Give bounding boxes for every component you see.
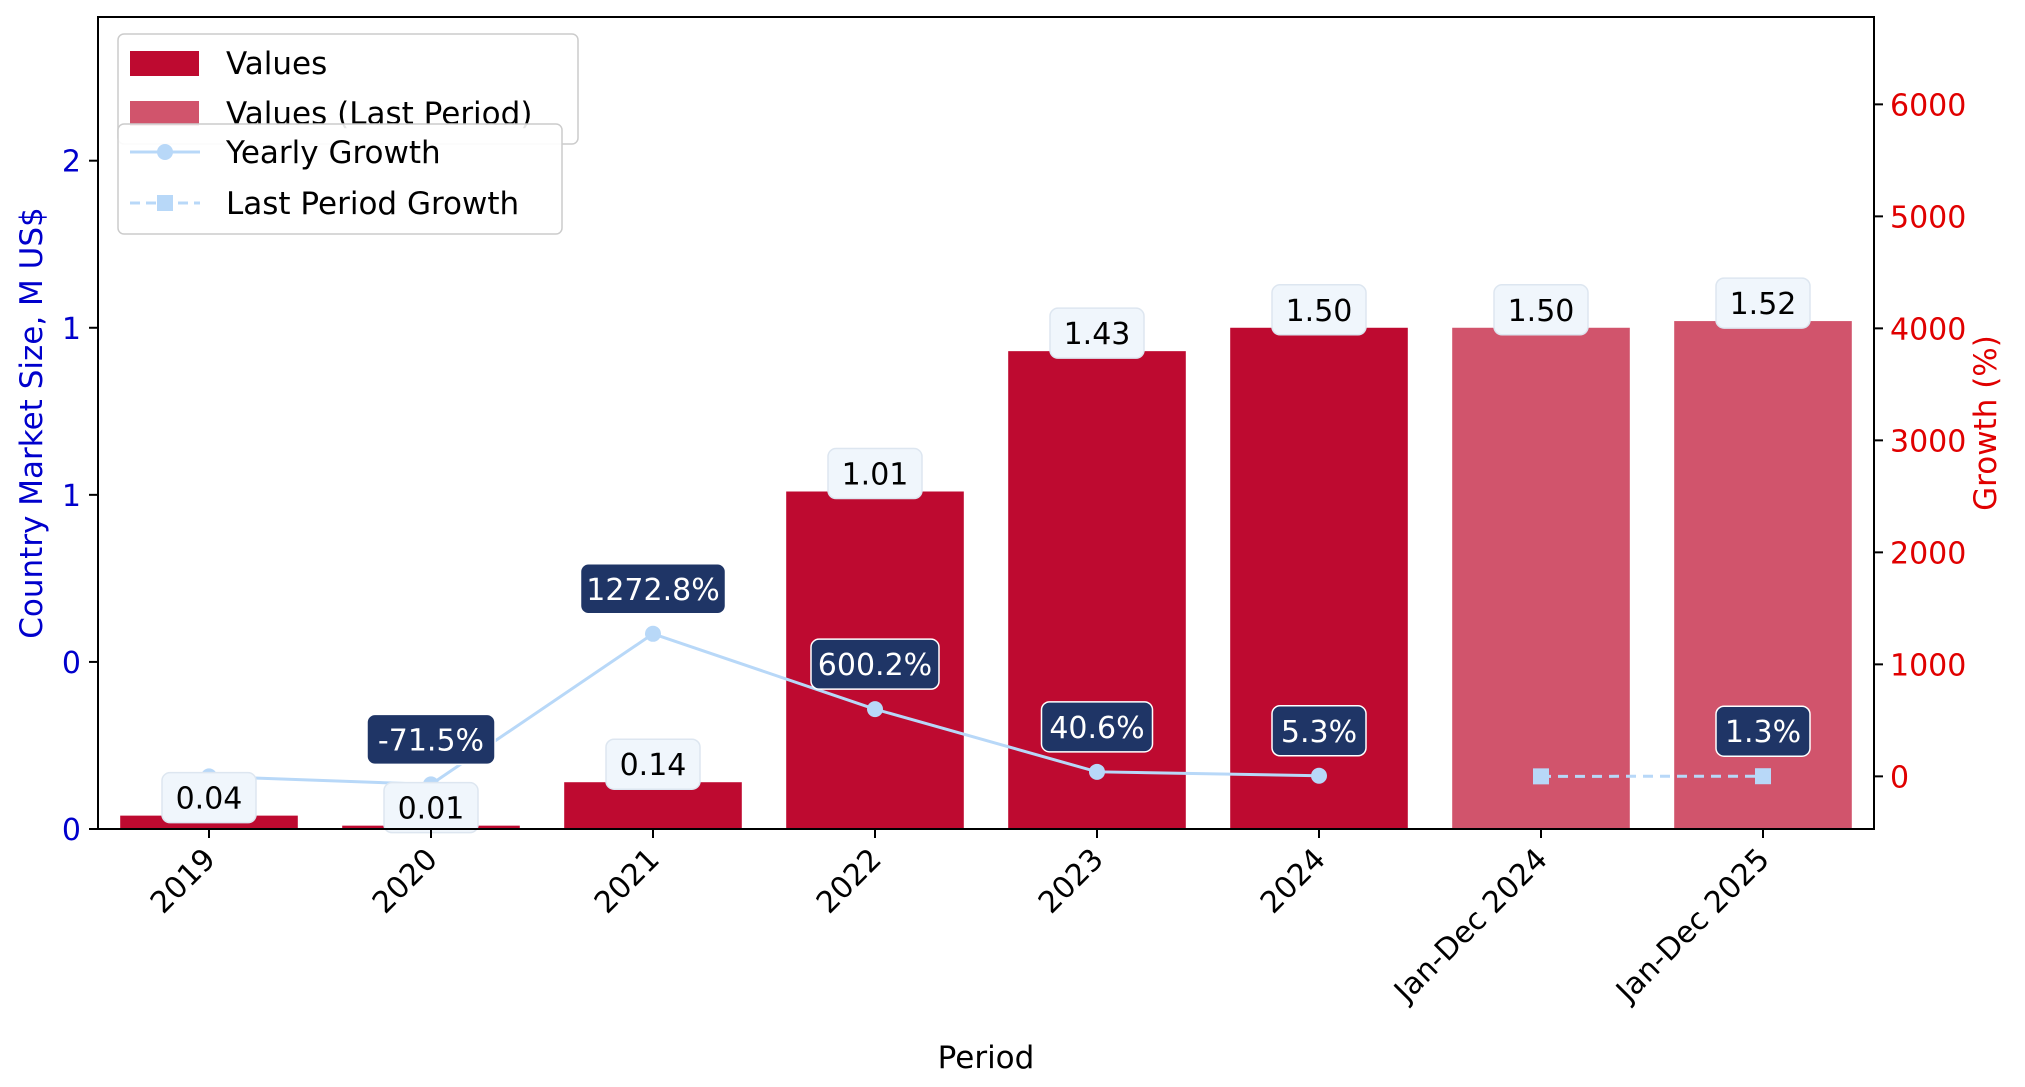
y-right-tick-label-0: 0: [1890, 760, 1909, 795]
value-label-1: 0.01: [398, 792, 465, 827]
legend-marker-yearly-growth: [157, 144, 173, 160]
value-label-6-box: [1493, 284, 1589, 336]
y-left-tick-label-3: 1: [62, 312, 81, 347]
legend-swatch-values: [130, 51, 199, 76]
yearly-growth-label-4-box: [1040, 701, 1154, 753]
yearly-growth-label-1-box: [366, 713, 496, 766]
value-label-7-box: [1715, 277, 1811, 329]
legend-label-last-period-growth: Last Period Growth: [226, 186, 519, 222]
yearly-growth-label-3-box: [810, 638, 940, 690]
legend-growth: Yearly Growth Last Period Growth: [117, 123, 563, 235]
yearly-growth-point-2: [645, 625, 661, 642]
y-right-tick-label-3: 3000: [1890, 424, 1966, 459]
legend-growth-frame: [117, 123, 563, 235]
yearly-growth-label-5-box: [1271, 705, 1367, 757]
legend-label-values: Values: [226, 46, 327, 82]
last-period-growth-point-6: [1533, 768, 1549, 785]
y-left-tick-label-0: 0: [62, 813, 81, 848]
yearly-growth-label-5: 5.3%: [1281, 715, 1357, 750]
y-axis-right-title: Growth (%): [1968, 335, 2004, 511]
last-period-growth-label-7-box: [1715, 705, 1811, 757]
y-left-tick-label-4: 2: [62, 145, 81, 180]
y-right-tick-label-5: 5000: [1890, 200, 1966, 235]
bar-last-period-6: [1452, 327, 1630, 829]
value-label-4: 1.43: [1064, 317, 1131, 352]
value-label-7: 1.52: [1730, 287, 1797, 322]
yearly-growth-label-3: 600.2%: [818, 648, 932, 683]
legend-marker-last-period-growth: [157, 195, 173, 211]
yearly-growth-label-2: 1272.8%: [586, 573, 719, 608]
last-period-growth-label-7: 1.3%: [1725, 715, 1801, 750]
y-axis-left-title: Country Market Size, M US$: [14, 207, 50, 638]
plot-frame: [97, 16, 1875, 830]
value-label-5: 1.50: [1286, 294, 1353, 329]
value-label-0-box: [161, 771, 257, 824]
bar-values-4: [1008, 351, 1186, 829]
value-label-2-box: [605, 738, 701, 790]
bar-values-2: [564, 782, 742, 829]
data-labels-group: 0.04 0.01 0.14 1.01 1.43 1.50 1.50 1.52 -71.5% 12…: [161, 277, 1811, 834]
last-period-growth-point-7: [1755, 768, 1771, 785]
yearly-growth-label-2-box: [579, 563, 727, 615]
value-label-2: 0.14: [620, 748, 687, 783]
y-right-tick-label-6: 6000: [1890, 88, 1966, 123]
y-left-tick-label-1: 0: [62, 646, 81, 681]
yearly-growth-point-5: [1311, 767, 1327, 784]
value-label-3: 1.01: [842, 458, 909, 493]
x-axis-title: Period: [938, 1040, 1035, 1076]
value-label-5-box: [1271, 284, 1367, 336]
y-right-tick-label-1: 1000: [1890, 648, 1966, 683]
yearly-growth-label-4: 40.6%: [1049, 711, 1144, 746]
value-label-0: 0.04: [176, 782, 243, 817]
yearly-growth-point-3: [867, 701, 883, 718]
legend-label-yearly-growth: Yearly Growth: [225, 135, 441, 171]
y-right-tick-label-2: 2000: [1890, 536, 1966, 571]
value-label-4-box: [1049, 307, 1145, 359]
value-label-6: 1.50: [1508, 294, 1575, 329]
value-label-3-box: [827, 447, 923, 500]
y-left-tick-label-2: 1: [62, 479, 81, 514]
yearly-growth-label-1: -71.5%: [378, 723, 484, 758]
y-right-tick-label-4: 4000: [1890, 312, 1966, 347]
yearly-growth-point-4: [1089, 763, 1105, 780]
legend-swatch-values-last-period: [130, 101, 199, 126]
